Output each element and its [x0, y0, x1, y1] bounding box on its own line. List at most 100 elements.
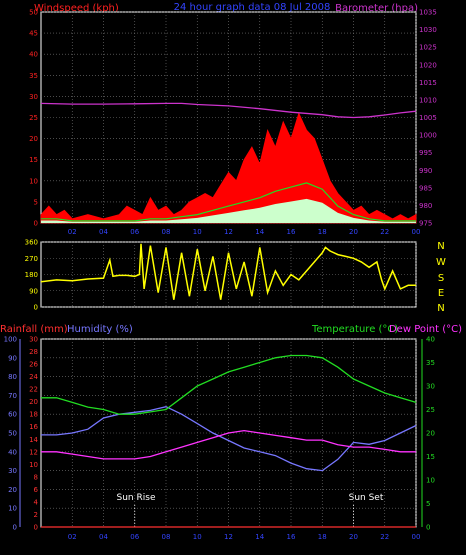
humidity-tick-label: 80 — [8, 373, 17, 381]
rainfall-tick-label: 14 — [29, 436, 38, 444]
rainfall-tick-label: 12 — [29, 448, 38, 456]
top-x-tick-label: 16 — [287, 228, 296, 236]
top-x-tick-label: 22 — [380, 228, 389, 236]
temperature-tick-label: 20 — [426, 430, 435, 438]
top-x-tick-label: 10 — [193, 228, 202, 236]
windspeed-tick-label: 45 — [29, 30, 38, 38]
barometer-axis-label: Barometer (hpa) — [335, 3, 418, 14]
rainfall-tick-label: 2 — [34, 511, 38, 519]
humidity-tick-label: 90 — [8, 354, 17, 362]
humidity-tick-label: 20 — [8, 486, 17, 494]
dewpoint-series-line — [41, 429, 416, 460]
rainfall-tick-label: 30 — [29, 336, 38, 344]
humidity-tick-label: 10 — [8, 505, 17, 513]
temperature-axis-label: Temperature (°C) — [311, 324, 398, 335]
rainfall-tick-label: 10 — [29, 461, 38, 469]
rainfall-tick-label: 6 — [34, 486, 39, 494]
barometer-tick-label: 985 — [419, 184, 432, 192]
barometer-tick-label: 975 — [419, 220, 432, 228]
direction-tick-label: 360 — [25, 239, 38, 247]
windspeed-tick-label: 10 — [29, 177, 38, 185]
humidity-tick-label: 0 — [13, 524, 17, 532]
top-x-tick-label: 14 — [255, 228, 264, 236]
compass-label-s: S — [438, 273, 444, 284]
sunset-label: Sun Set — [349, 493, 384, 503]
windspeed-tick-label: 30 — [29, 93, 38, 101]
barometer-tick-label: 1030 — [419, 26, 437, 34]
windspeed-tick-label: 15 — [29, 156, 38, 164]
temperature-tick-label: 35 — [426, 359, 435, 367]
barometer-series-line — [40, 102, 417, 119]
wind-direction-series-line — [40, 243, 416, 300]
rainfall-tick-label: 0 — [34, 524, 38, 532]
windspeed-tick-label: 25 — [29, 114, 38, 122]
direction-tick-label: 180 — [25, 271, 38, 279]
barometer-tick-label: 990 — [419, 167, 432, 175]
temperature-tick-label: 15 — [426, 453, 435, 461]
bottom-x-tick-label: 08 — [162, 533, 171, 541]
bottom-x-tick-label: 10 — [193, 533, 202, 541]
sunrise-label: Sun Rise — [117, 493, 156, 503]
top-x-tick-label: 18 — [318, 228, 327, 236]
barometer-tick-label: 980 — [419, 202, 432, 210]
barometer-tick-label: 1015 — [419, 79, 437, 87]
bottom-x-tick-label: 06 — [130, 533, 139, 541]
humidity-tick-label: 40 — [8, 448, 17, 456]
rainfall-tick-label: 16 — [29, 423, 38, 431]
barometer-tick-label: 1025 — [419, 44, 437, 52]
windspeed-fill — [41, 198, 416, 223]
rainfall-tick-label: 20 — [29, 398, 38, 406]
windspeed-series-line — [41, 182, 416, 222]
top-x-tick-label: 06 — [130, 228, 139, 236]
bottom-x-tick-label: 18 — [318, 533, 327, 541]
barometer-tick-label: 1020 — [419, 61, 437, 69]
top-x-tick-label: 08 — [162, 228, 171, 236]
bottom-x-tick-label: 00 — [412, 533, 421, 541]
humidity-tick-label: 70 — [8, 392, 17, 400]
humidity-tick-label: 50 — [8, 430, 17, 438]
compass-label-e: E — [438, 288, 444, 299]
humidity-series-line — [41, 406, 417, 472]
rainfall-tick-label: 8 — [34, 473, 38, 481]
windspeed-tick-label: 0 — [34, 220, 38, 228]
humidity-tick-label: 100 — [4, 336, 17, 344]
windspeed-tick-label: 35 — [29, 72, 38, 80]
temperature-tick-label: 5 — [426, 500, 430, 508]
top-x-tick-label: 02 — [68, 228, 77, 236]
windspeed-tick-label: 20 — [29, 135, 38, 143]
compass-label-n-top: N — [437, 241, 444, 252]
bottom-x-tick-label: 16 — [287, 533, 296, 541]
top-x-tick-label: 12 — [224, 228, 233, 236]
barometer-tick-label: 1000 — [419, 132, 437, 140]
temperature-series-line — [41, 354, 417, 415]
windspeed-axis-label: Windspeed (kph) — [34, 3, 119, 14]
temperature-tick-label: 40 — [426, 336, 435, 344]
barometer-tick-label: 995 — [419, 149, 432, 157]
rainfall-tick-label: 22 — [29, 386, 38, 394]
barometer-tick-label: 1035 — [419, 9, 437, 17]
bottom-x-tick-label: 22 — [380, 533, 389, 541]
bottom-x-tick-label: 02 — [68, 533, 77, 541]
top-x-tick-label: 00 — [412, 228, 421, 236]
rainfall-tick-label: 28 — [29, 348, 38, 356]
barometer-tick-label: 1005 — [419, 114, 437, 122]
windspeed-tick-label: 50 — [29, 9, 38, 17]
temperature-tick-label: 25 — [426, 406, 435, 414]
bottom-x-tick-label: 14 — [255, 533, 264, 541]
temperature-tick-label: 30 — [426, 383, 435, 391]
rainfall-axis-label: Rainfall (mm) — [0, 324, 68, 335]
gust-series-area — [40, 112, 417, 224]
dewpoint-axis-label: Dew Point (°C) — [389, 324, 462, 335]
humidity-tick-label: 30 — [8, 467, 17, 475]
bottom-x-tick-label: 04 — [99, 533, 108, 541]
graph-title: 24 hour graph data 08 Jul 2008 — [174, 2, 331, 13]
temperature-tick-label: 0 — [426, 524, 430, 532]
rainfall-tick-label: 24 — [29, 373, 38, 381]
humidity-axis-label: Humidity (%) — [67, 324, 133, 335]
rainfall-tick-label: 26 — [29, 361, 38, 369]
bottom-x-tick-label: 12 — [224, 533, 233, 541]
windspeed-tick-label: 5 — [34, 198, 38, 206]
barometer-tick-label: 1010 — [419, 96, 437, 104]
direction-tick-label: 270 — [25, 255, 38, 263]
